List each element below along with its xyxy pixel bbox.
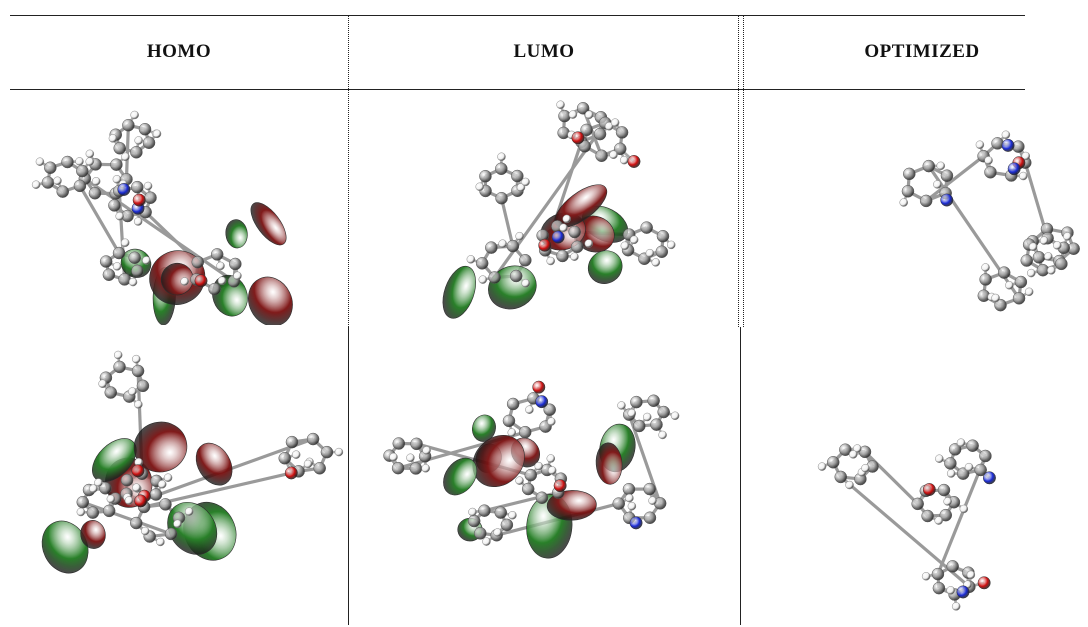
homo-orbital-structure-2: [40, 345, 345, 580]
column-divider-1: [348, 327, 349, 625]
table-top-rule: [10, 15, 1025, 16]
lumo-orbital-structure-1: [375, 95, 720, 325]
column-divider-2b: [743, 15, 744, 327]
column-divider-2a: [738, 15, 739, 327]
homo-orbital-structure-1: [25, 95, 345, 325]
header-optimized: OPTIMIZED: [864, 41, 980, 62]
optimized-structure-1: [770, 88, 1088, 328]
optimized-structure-2: [740, 355, 1088, 615]
lumo-orbital-structure-2: [375, 360, 720, 605]
header-bottom-rule: [10, 89, 1025, 90]
column-divider-2: [740, 327, 741, 625]
header-homo: HOMO: [146, 41, 212, 62]
header-lumo: LUMO: [513, 41, 575, 62]
column-divider-1-header: [348, 15, 349, 327]
